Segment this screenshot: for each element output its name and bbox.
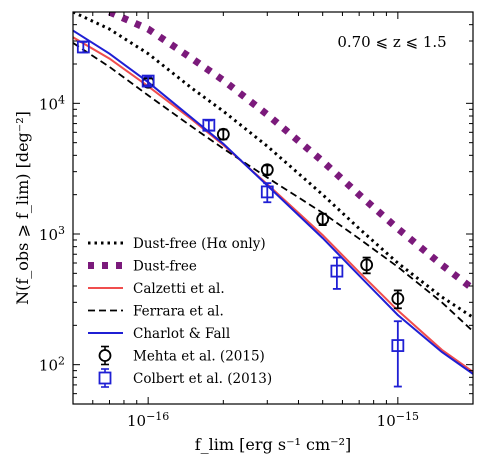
y-axis-label: N(f_obs ⩾ f_lim) [deg⁻²] (13, 111, 32, 305)
series-line-0 (73, 12, 473, 319)
plot-frame (72, 11, 474, 405)
ticks-layer (72, 11, 474, 405)
x-tick-label-0: 10−16 (127, 410, 169, 430)
legend-label-4: Charlot & Fall (133, 326, 230, 342)
marker-1-4 (330, 264, 344, 278)
legend-label-3: Ferrara et al. (133, 304, 224, 320)
labels-layer: 10−16 10−15 102 103 104 (39, 93, 419, 430)
legend: Dust-free (Hα only) Dust-free Calzetti et … (88, 236, 272, 388)
y-tick-label-2: 104 (39, 93, 65, 113)
marker-0-5 (391, 292, 405, 306)
legend-label-0: Dust-free (Hα only) (133, 236, 266, 252)
points-layer (76, 40, 405, 388)
series-line-1 (108, 12, 473, 292)
legend-marker-6 (98, 371, 112, 385)
legend-marker-5 (98, 349, 112, 362)
marker-1-0 (76, 40, 90, 54)
marker-1-3 (260, 185, 274, 199)
marker-1-2 (202, 118, 216, 132)
legend-label-6: Colbert et al. (2013) (133, 371, 272, 387)
marker-0-2 (260, 163, 274, 177)
marker-1-1 (141, 74, 155, 88)
legend-label-1: Dust-free (133, 259, 197, 275)
legend-label-5: Mehta et al. (2015) (133, 349, 265, 365)
x-tick-label-1: 10−15 (377, 410, 419, 430)
marker-0-4 (360, 258, 374, 272)
marker-0-1 (216, 127, 230, 141)
y-tick-label-0: 102 (39, 355, 65, 375)
series-line-3 (73, 42, 473, 332)
marker-0-3 (316, 212, 330, 226)
legend-label-2: Calzetti et al. (133, 281, 225, 297)
redshift-annotation: 0.70 ⩽ z ⩽ 1.5 (337, 33, 446, 51)
y-tick-label-1: 103 (39, 224, 65, 244)
series-line-2 (73, 36, 473, 373)
series-line-4 (73, 29, 473, 375)
x-axis-label: f_lim [erg s⁻¹ cm⁻²] (195, 435, 352, 454)
marker-1-5 (391, 339, 405, 352)
